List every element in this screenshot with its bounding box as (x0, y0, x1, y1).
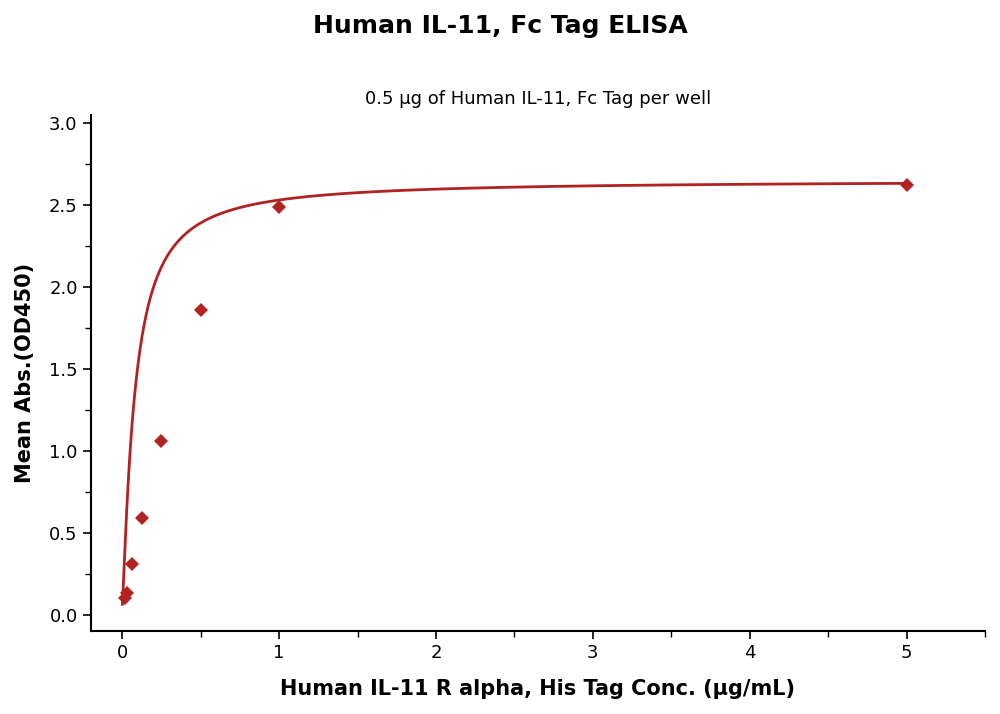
Title: 0.5 μg of Human IL-11, Fc Tag per well: 0.5 μg of Human IL-11, Fc Tag per well (365, 90, 711, 108)
Text: Human IL-11, Fc Tag ELISA: Human IL-11, Fc Tag ELISA (313, 14, 687, 39)
X-axis label: Human IL-11 R alpha, His Tag Conc. (μg/mL): Human IL-11 R alpha, His Tag Conc. (μg/m… (280, 679, 795, 699)
Y-axis label: Mean Abs.(OD450): Mean Abs.(OD450) (15, 263, 35, 483)
